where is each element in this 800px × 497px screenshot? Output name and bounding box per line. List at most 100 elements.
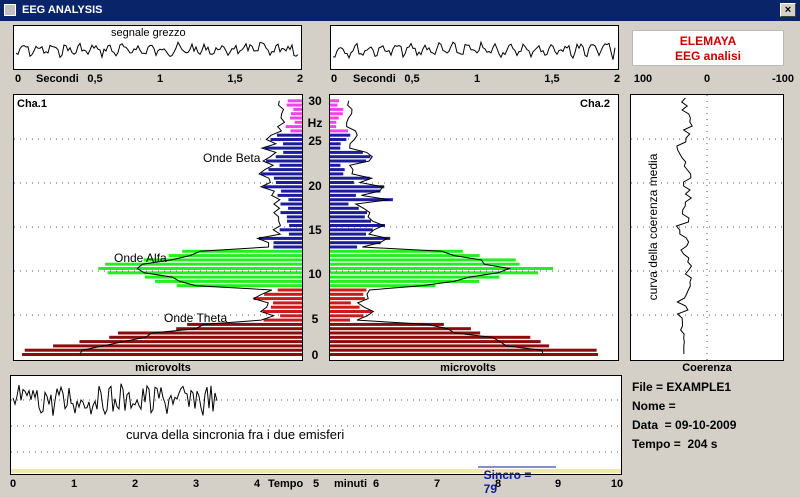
- spectrum-bar: [330, 305, 360, 309]
- spectrum-bar: [330, 318, 351, 322]
- close-button[interactable]: ×: [780, 3, 796, 17]
- spectrum-bar: [263, 310, 302, 313]
- spectrum-bar: [330, 314, 364, 318]
- band-label-beta: Onde Beta: [203, 151, 261, 165]
- spectrum-bar: [330, 103, 338, 107]
- spectrum-bar: [280, 202, 302, 206]
- spectrum-bar: [330, 202, 349, 206]
- spectrum-xlabel-left: microvolts: [135, 362, 191, 374]
- sync-tick-3: 3: [192, 478, 200, 490]
- spectrum-bar: [330, 176, 370, 180]
- raw-tick-right-0: 0: [330, 73, 338, 85]
- spectrum-bar: [263, 185, 302, 189]
- raw-tick-left-2: 2: [296, 73, 304, 85]
- spectrum-bar: [22, 353, 302, 356]
- sync-tick-4: 4: [253, 478, 261, 490]
- raw-tick-left-1: 1: [156, 73, 164, 85]
- spectrum-bar: [330, 258, 516, 262]
- spectrum-bar: [330, 254, 480, 258]
- spectrum-bar: [286, 219, 302, 223]
- spectrum-bar: [330, 331, 481, 335]
- spectrum-chart-right: [330, 99, 618, 356]
- spectrum-bar: [330, 348, 597, 352]
- spectrum-bar: [330, 245, 358, 249]
- spectrum-bar: [288, 232, 302, 236]
- spectrum-bar: [276, 133, 302, 137]
- spectrum-bar: [330, 288, 367, 292]
- raw-axis-title-left: Secondi: [36, 73, 79, 85]
- brand-logo: ELEMAYA EEG analisi: [632, 30, 784, 66]
- spectrum-bar: [288, 206, 302, 210]
- spectrum-xlabel-right: microvolts: [440, 362, 496, 374]
- spectrum-bar: [330, 340, 541, 344]
- spectrum-bar: [330, 193, 356, 197]
- title-bar: EEG ANALYSIS ×: [0, 0, 800, 21]
- spectrum-bar: [330, 181, 354, 184]
- channel-label-left: Cha.1: [17, 98, 47, 110]
- raw-tick-left-0: 0: [14, 73, 22, 85]
- raw-signal-caption: segnale grezzo: [111, 27, 186, 39]
- sync-axis-title-minuti: minuti: [334, 478, 367, 490]
- spectrum-bar: [330, 211, 368, 215]
- hz-tick-5: 5: [311, 312, 319, 326]
- spectrum-bar: [144, 275, 302, 279]
- sync-tick-2: 2: [131, 478, 139, 490]
- spectrum-bar: [286, 103, 302, 107]
- channel-label-right: Cha.2: [580, 98, 610, 110]
- spectrum-bar: [176, 284, 302, 288]
- spectrum-bar: [283, 142, 302, 146]
- spectrum-bar: [330, 353, 599, 356]
- spectrum-bar: [330, 133, 351, 137]
- hz-tick-15: 15: [308, 223, 322, 237]
- spectrum-bar: [79, 340, 302, 344]
- raw-tick-right-2: 2: [613, 73, 621, 85]
- spectrum-bar: [294, 120, 302, 124]
- spectrum-bar: [277, 288, 302, 292]
- spectrum-bar: [258, 236, 302, 240]
- spectrum-envelope: [79, 100, 286, 355]
- spectrum-bar: [330, 224, 386, 227]
- spectrum-bar: [330, 215, 365, 219]
- coherence-chart: [631, 95, 783, 360]
- spectrum-bar: [330, 232, 366, 236]
- spectrum-bar: [330, 107, 344, 111]
- spectrum-bar: [281, 189, 302, 193]
- sincro-label: Sincro =: [483, 468, 532, 482]
- sync-axis-title-tempo: Tempo: [268, 478, 304, 490]
- coherence-tick-minus-100: -100: [771, 73, 795, 85]
- spectrum-bar: [277, 193, 302, 197]
- spectrum-bar: [279, 228, 302, 232]
- spectrum-bar: [330, 301, 351, 305]
- spectrum-bar: [330, 279, 480, 283]
- coherence-curve: [675, 97, 693, 355]
- sync-tick-8: 8: [494, 478, 502, 490]
- spectrum-bar: [330, 155, 371, 159]
- hz-tick-10: 10: [308, 267, 322, 281]
- spectrum-bar: [287, 99, 302, 103]
- spectrum-bar: [273, 245, 302, 249]
- spectrum-bar: [168, 254, 302, 258]
- raw-tick-right-15: 1,5: [544, 73, 560, 85]
- spectrum-bar: [330, 322, 444, 326]
- spectrum-bar: [330, 142, 341, 146]
- spectrum-bar: [283, 150, 302, 154]
- spectrum-bar: [290, 112, 302, 116]
- spectrum-bar: [330, 116, 339, 120]
- spectrum-bar: [330, 310, 372, 313]
- spectrum-bar: [330, 219, 372, 223]
- spectrum-bar: [330, 249, 463, 253]
- sync-tick-1: 1: [70, 478, 78, 490]
- spectrum-bar: [330, 120, 337, 124]
- spectrum-bar: [275, 181, 302, 184]
- app-icon[interactable]: [4, 4, 16, 16]
- spectrum-bar: [290, 129, 302, 133]
- raw-signal-panel-left: segnale grezzo: [13, 25, 302, 70]
- spectrum-bar: [330, 138, 347, 141]
- raw-signal-line: [15, 40, 299, 60]
- spectrum-bar: [330, 129, 348, 133]
- sincro-value: 79: [483, 482, 498, 496]
- spectrum-bar: [330, 262, 520, 266]
- spectrum-envelope: [346, 100, 544, 355]
- spectrum-bar: [105, 262, 302, 266]
- hz-tick-0: 0: [311, 348, 319, 362]
